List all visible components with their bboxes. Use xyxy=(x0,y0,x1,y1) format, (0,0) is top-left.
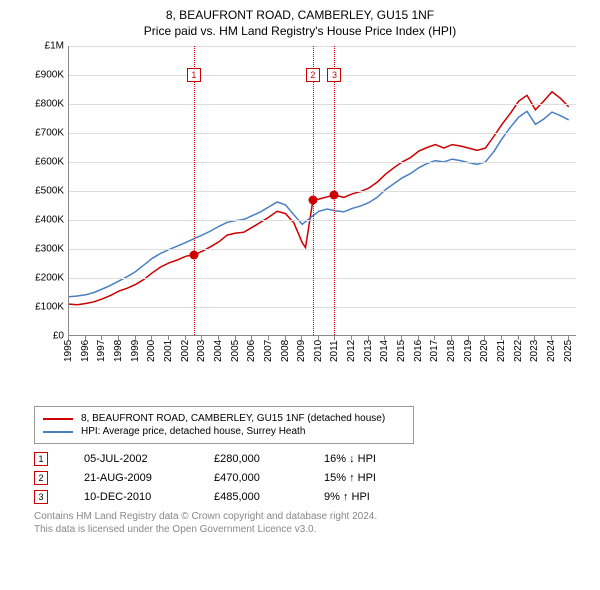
x-tick-label: 2022 xyxy=(513,340,524,362)
series-line xyxy=(69,92,569,305)
transaction-marker-box: 1 xyxy=(34,452,48,466)
gridline-h xyxy=(69,162,576,163)
x-tick-label: 2003 xyxy=(196,340,207,362)
transaction-delta: 16% ↓ HPI xyxy=(324,453,424,465)
y-tick-label: £300K xyxy=(35,244,64,255)
x-tick-label: 2007 xyxy=(263,340,274,362)
x-tick-label: 1998 xyxy=(113,340,124,362)
chart-container: 8, BEAUFRONT ROAD, CAMBERLEY, GU15 1NF P… xyxy=(0,0,600,544)
gridline-h xyxy=(69,46,576,47)
x-tick-label: 2000 xyxy=(146,340,157,362)
gridline-h xyxy=(69,75,576,76)
footer-line-1: Contains HM Land Registry data © Crown c… xyxy=(34,510,590,523)
transactions-table: 1 05-JUL-2002£280,00016% ↓ HPI 2 21-AUG-200… xyxy=(34,452,590,504)
x-tick-label: 2018 xyxy=(446,340,457,362)
y-tick-label: £800K xyxy=(35,99,64,110)
chart-area: £0£100K£200K£300K£400K£500K£600K£700K£80… xyxy=(20,46,580,366)
event-marker-dot xyxy=(189,250,198,259)
y-tick-label: £400K xyxy=(35,215,64,226)
transaction-marker-box: 2 xyxy=(34,471,48,485)
event-marker-box: 2 xyxy=(306,68,320,82)
x-tick-label: 2020 xyxy=(479,340,490,362)
gridline-h xyxy=(69,104,576,105)
transaction-row: 3 10-DEC-2010£485,0009% ↑ HPI xyxy=(34,490,590,504)
x-tick-label: 2015 xyxy=(396,340,407,362)
transaction-row: 1 05-JUL-2002£280,00016% ↓ HPI xyxy=(34,452,590,466)
event-marker-line xyxy=(313,46,314,335)
transaction-delta: 15% ↑ HPI xyxy=(324,472,424,484)
gridline-h xyxy=(69,278,576,279)
transaction-date: 05-JUL-2002 xyxy=(84,453,214,465)
plot-region: 1 23 xyxy=(68,46,576,336)
footer-line-2: This data is licensed under the Open Gov… xyxy=(34,523,590,536)
x-tick-label: 1995 xyxy=(63,340,74,362)
x-tick-label: 2009 xyxy=(296,340,307,362)
x-tick-label: 2013 xyxy=(363,340,374,362)
transaction-marker-box: 3 xyxy=(34,490,48,504)
event-marker-dot xyxy=(330,191,339,200)
x-tick-label: 2025 xyxy=(563,340,574,362)
transaction-row: 2 21-AUG-2009£470,00015% ↑ HPI xyxy=(34,471,590,485)
x-tick-label: 1996 xyxy=(80,340,91,362)
y-tick-label: £200K xyxy=(35,273,64,284)
x-tick-label: 1999 xyxy=(130,340,141,362)
transaction-price: £470,000 xyxy=(214,472,324,484)
transaction-date: 21-AUG-2009 xyxy=(84,472,214,484)
x-tick-label: 2004 xyxy=(213,340,224,362)
legend-row: HPI: Average price, detached house, Surr… xyxy=(43,426,405,437)
legend-label: HPI: Average price, detached house, Surr… xyxy=(81,426,305,437)
footer-attribution: Contains HM Land Registry data © Crown c… xyxy=(34,510,590,536)
x-tick-label: 2021 xyxy=(496,340,507,362)
legend-box: 8, BEAUFRONT ROAD, CAMBERLEY, GU15 1NF (… xyxy=(34,406,414,444)
page-subtitle: Price paid vs. HM Land Registry's House … xyxy=(10,24,590,38)
event-marker-line xyxy=(194,46,195,335)
x-tick-label: 2019 xyxy=(463,340,474,362)
y-tick-label: £900K xyxy=(35,70,64,81)
gridline-h xyxy=(69,307,576,308)
y-tick-label: £600K xyxy=(35,157,64,168)
gridline-h xyxy=(69,191,576,192)
transaction-price: £280,000 xyxy=(214,453,324,465)
gridline-h xyxy=(69,133,576,134)
y-axis-labels: £0£100K£200K£300K£400K£500K£600K£700K£80… xyxy=(20,46,68,336)
gridline-h xyxy=(69,220,576,221)
x-tick-label: 2012 xyxy=(346,340,357,362)
legend-swatch xyxy=(43,431,73,433)
x-tick-label: 2006 xyxy=(246,340,257,362)
x-tick-label: 2014 xyxy=(379,340,390,362)
x-tick-label: 2016 xyxy=(413,340,424,362)
legend-swatch xyxy=(43,418,73,420)
x-tick-label: 2023 xyxy=(529,340,540,362)
legend-row: 8, BEAUFRONT ROAD, CAMBERLEY, GU15 1NF (… xyxy=(43,413,405,424)
y-tick-label: £1M xyxy=(45,41,64,52)
event-marker-dot xyxy=(308,195,317,204)
y-tick-label: £500K xyxy=(35,186,64,197)
event-marker-box: 1 xyxy=(187,68,201,82)
transaction-price: £485,000 xyxy=(214,491,324,503)
transaction-date: 10-DEC-2010 xyxy=(84,491,214,503)
y-tick-label: £100K xyxy=(35,302,64,313)
x-tick-label: 2002 xyxy=(180,340,191,362)
page-title: 8, BEAUFRONT ROAD, CAMBERLEY, GU15 1NF xyxy=(10,8,590,22)
x-tick-label: 2011 xyxy=(329,340,340,362)
x-axis-labels: 1995199619971998199920002001200220032004… xyxy=(68,336,576,366)
x-tick-label: 2024 xyxy=(546,340,557,362)
y-tick-label: £700K xyxy=(35,128,64,139)
x-tick-label: 2008 xyxy=(280,340,291,362)
series-line xyxy=(69,111,569,296)
transaction-delta: 9% ↑ HPI xyxy=(324,491,424,503)
event-marker-box: 3 xyxy=(327,68,341,82)
x-tick-label: 1997 xyxy=(96,340,107,362)
x-tick-label: 2010 xyxy=(313,340,324,362)
legend-label: 8, BEAUFRONT ROAD, CAMBERLEY, GU15 1NF (… xyxy=(81,413,385,424)
x-tick-label: 2001 xyxy=(163,340,174,362)
x-tick-label: 2017 xyxy=(429,340,440,362)
x-tick-label: 2005 xyxy=(230,340,241,362)
gridline-h xyxy=(69,249,576,250)
